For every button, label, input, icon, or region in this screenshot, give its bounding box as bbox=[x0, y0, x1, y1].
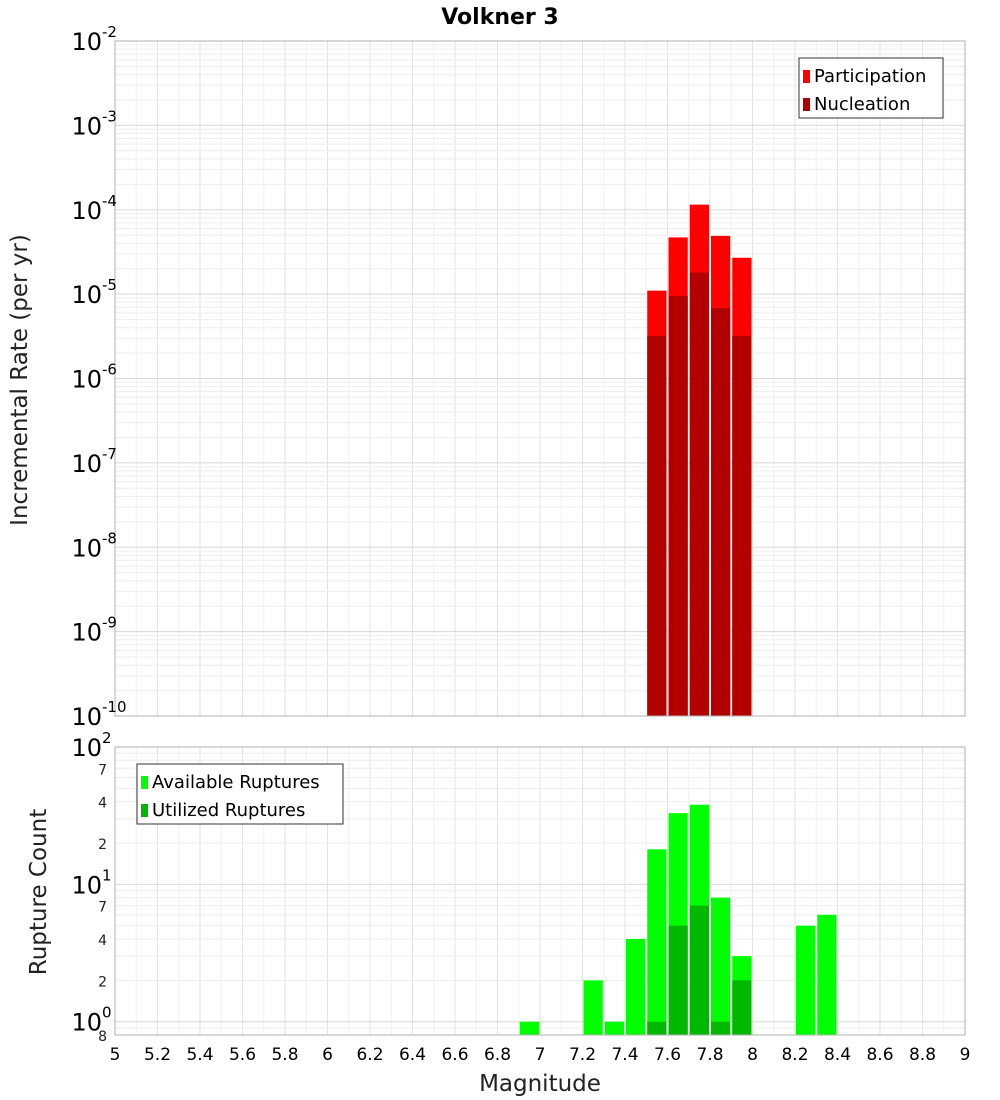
x-tick-label: 7.6 bbox=[654, 1045, 681, 1065]
x-tick-label: 8.2 bbox=[781, 1045, 808, 1065]
x-tick-label: 7.8 bbox=[696, 1045, 723, 1065]
x-tick-label: 5.8 bbox=[271, 1045, 298, 1065]
x-tick-label: 6.6 bbox=[441, 1045, 468, 1065]
bottom-legend-swatch bbox=[141, 804, 148, 817]
top-y-tick-exponent: -7 bbox=[102, 445, 117, 463]
bottom-y-tick-label: 10 bbox=[71, 1009, 102, 1037]
top-legend-swatch bbox=[803, 70, 810, 83]
top-y-tick-exponent: -10 bbox=[102, 698, 127, 716]
bottom-series-0-bar bbox=[626, 939, 646, 1035]
top-series-1-bar bbox=[647, 335, 667, 716]
bottom-y-tick-exponent: 1 bbox=[102, 866, 112, 884]
top-y-tick-label: 10 bbox=[71, 112, 102, 140]
bottom-series-0-bar bbox=[519, 1021, 539, 1035]
bottom-series-0-bar bbox=[647, 849, 667, 1035]
bottom-plot-border bbox=[114, 746, 966, 1036]
top-y-tick-exponent: -8 bbox=[102, 529, 117, 547]
bottom-legend-label: Utilized Ruptures bbox=[152, 800, 305, 821]
x-tick-label: 8.6 bbox=[866, 1045, 893, 1065]
x-tick-label: 8 bbox=[747, 1045, 758, 1065]
top-legend-box bbox=[798, 57, 944, 119]
top-legend-label: Participation bbox=[814, 66, 926, 87]
bottom-series-1-bar bbox=[647, 1021, 667, 1035]
bottom-series-0-bar bbox=[711, 897, 731, 1035]
bottom-y-tick-exponent: 2 bbox=[102, 729, 112, 747]
top-y-tick-exponent: -9 bbox=[102, 614, 117, 632]
x-tick-label: 5 bbox=[110, 1045, 121, 1065]
bottom-y-minor-tick-label: 4 bbox=[98, 933, 107, 949]
top-y-tick-exponent: -4 bbox=[102, 192, 117, 210]
bottom-y-minor-tick-label: 4 bbox=[98, 796, 107, 812]
top-y-tick-exponent: -2 bbox=[102, 23, 117, 41]
bottom-y-tick-label: 10 bbox=[71, 871, 102, 899]
bottom-series-1-bar bbox=[711, 1021, 731, 1035]
top-y-tick-label: 10 bbox=[71, 28, 102, 56]
bottom-y-minor-tick-label: 2 bbox=[98, 837, 107, 853]
x-tick-label: 9 bbox=[960, 1045, 971, 1065]
top-plot-border bbox=[114, 40, 966, 717]
top-series-1-bar bbox=[711, 308, 731, 716]
top-y-tick-label: 10 bbox=[71, 534, 102, 562]
top-y-tick-label: 10 bbox=[71, 619, 102, 647]
bottom-y-minor-tick-label: 2 bbox=[98, 974, 107, 990]
x-tick-label: 6.4 bbox=[399, 1045, 426, 1065]
chart-title: Volkner 3 bbox=[441, 5, 559, 30]
bottom-legend-label: Available Ruptures bbox=[152, 772, 320, 793]
bottom-series-1-bar bbox=[668, 925, 688, 1035]
x-tick-label: 7.4 bbox=[611, 1045, 638, 1065]
x-tick-label: 8.4 bbox=[824, 1045, 851, 1065]
top-series-1-bar bbox=[732, 335, 752, 716]
x-tick-label: 7 bbox=[535, 1045, 546, 1065]
x-tick-label: 6.2 bbox=[356, 1045, 383, 1065]
top-y-tick-label: 10 bbox=[71, 366, 102, 394]
bottom-y-minor-tick-label: 8 bbox=[98, 1029, 107, 1045]
x-axis-title: Magnitude bbox=[479, 1071, 601, 1097]
bottom-series-0-bar bbox=[583, 980, 603, 1035]
top-series-1-bar bbox=[689, 272, 709, 716]
bottom-y-axis-title: Rupture Count bbox=[26, 809, 52, 975]
top-y-axis-title: Incremental Rate (per yr) bbox=[7, 234, 33, 526]
top-legend-swatch bbox=[803, 98, 810, 111]
bottom-series-0-bar bbox=[817, 914, 837, 1035]
top-y-tick-exponent: -5 bbox=[102, 276, 117, 294]
top-y-tick-exponent: -3 bbox=[102, 107, 117, 125]
top-y-tick-label: 10 bbox=[71, 197, 102, 225]
bottom-series-0-bar bbox=[796, 925, 816, 1035]
bottom-legend-swatch bbox=[141, 776, 148, 789]
top-y-tick-label: 10 bbox=[71, 703, 102, 731]
bottom-series-1-bar bbox=[689, 905, 709, 1035]
x-tick-label: 6.8 bbox=[484, 1045, 511, 1065]
x-tick-label: 7.2 bbox=[569, 1045, 596, 1065]
x-tick-label: 8.8 bbox=[909, 1045, 936, 1065]
x-tick-label: 6 bbox=[322, 1045, 333, 1065]
bottom-legend-box bbox=[136, 763, 344, 825]
bottom-series-0-bar bbox=[604, 1021, 624, 1035]
x-tick-label: 5.2 bbox=[144, 1045, 171, 1065]
bottom-y-tick-label: 10 bbox=[71, 734, 102, 762]
top-y-tick-exponent: -6 bbox=[102, 361, 117, 379]
top-series-1-bar bbox=[668, 296, 688, 716]
bottom-y-minor-tick-label: 7 bbox=[98, 900, 107, 916]
top-y-tick-label: 10 bbox=[71, 450, 102, 478]
bottom-series-1-bar bbox=[732, 980, 752, 1035]
x-tick-label: 5.4 bbox=[186, 1045, 213, 1065]
bottom-y-tick-exponent: 0 bbox=[102, 1004, 112, 1022]
x-tick-label: 5.6 bbox=[229, 1045, 256, 1065]
top-legend-label: Nucleation bbox=[814, 94, 910, 115]
bottom-y-minor-tick-label: 7 bbox=[98, 762, 107, 778]
top-y-tick-label: 10 bbox=[71, 281, 102, 309]
